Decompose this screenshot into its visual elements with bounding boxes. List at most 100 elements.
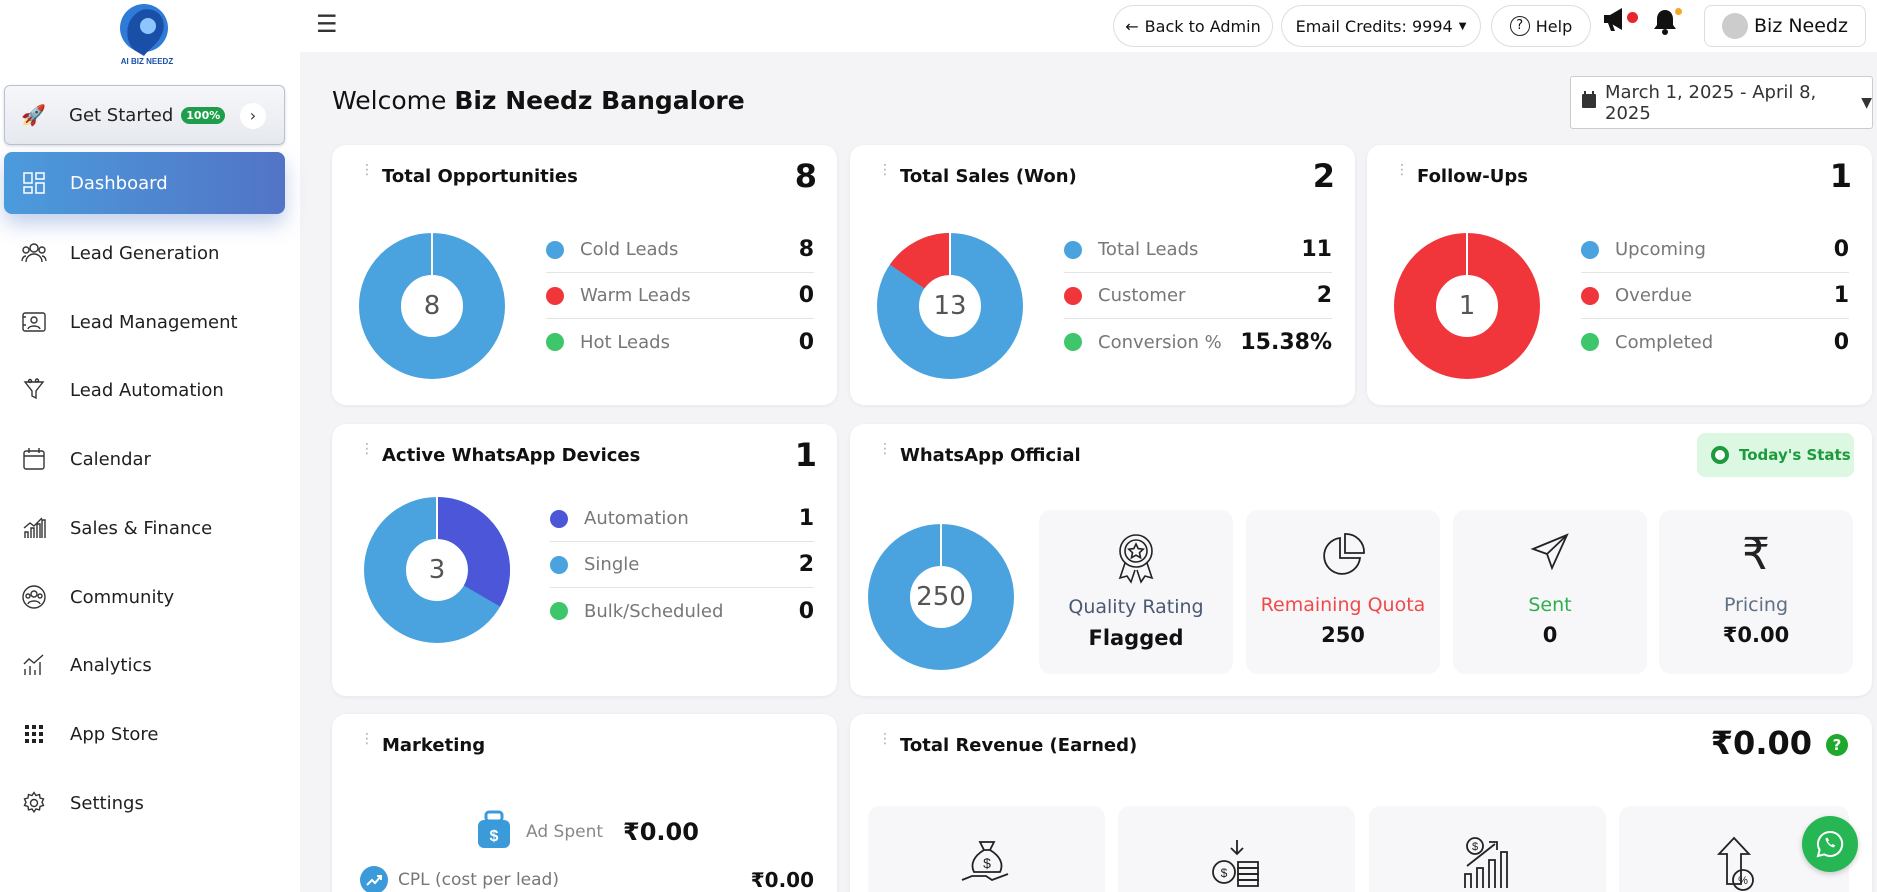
remaining-quota-stat: Remaining Quota 250 [1246, 510, 1440, 674]
legend-value: 1 [798, 506, 814, 531]
app-logo: AI BIZ NEEDZ [120, 4, 174, 66]
hamburger-menu-icon[interactable]: ☰ [316, 10, 338, 38]
sidebar-item-lead-management[interactable]: Lead Management [4, 291, 285, 353]
legend-row: Upcoming 0 [1581, 227, 1849, 273]
email-credits-label: Email Credits: 9994 [1295, 16, 1453, 36]
gear-icon [20, 789, 48, 817]
sidebar-item-label: Community [70, 586, 175, 608]
legend-label: Warm Leads [580, 285, 691, 306]
legend-dot [1581, 333, 1599, 351]
help-button[interactable]: ? Help [1491, 5, 1591, 47]
card-header: ⋮ Marketing [332, 714, 837, 776]
sidebar-item-sales-finance[interactable]: Sales & Finance [4, 497, 285, 559]
legend-value: 0 [1833, 237, 1849, 262]
legend-value: 15.38% [1240, 329, 1332, 355]
legend-label: Upcoming [1615, 239, 1706, 260]
back-to-admin-button[interactable]: ← Back to Admin [1113, 5, 1273, 47]
bar-chart-icon [20, 514, 48, 542]
card-header: ⋮ Total Sales (Won) 2 [850, 145, 1355, 207]
date-range-picker[interactable]: March 1, 2025 - April 8, 2025 ▼ [1570, 76, 1873, 129]
announcement-icon[interactable] [1602, 6, 1638, 36]
sidebar-item-lead-automation[interactable]: Lead Automation [4, 359, 285, 421]
sidebar-item-label: Calendar [70, 448, 151, 470]
legend-label: Hot Leads [580, 331, 670, 353]
legend-row: Cold Leads 8 [546, 227, 814, 273]
money-bag-hand-icon: $ [961, 841, 1009, 882]
legend-dot [546, 286, 564, 305]
sidebar-item-app-store[interactable]: App Store [4, 703, 285, 765]
sidebar-item-analytics[interactable]: Analytics [4, 634, 285, 696]
legend-dot [550, 555, 568, 574]
drag-handle-icon[interactable]: ⋮ [360, 162, 374, 178]
legend-dot [1064, 286, 1082, 305]
ad-spent-label: Ad Spent [526, 822, 604, 842]
legend-row: Completed 0 [1581, 319, 1849, 365]
progress-badge: 100% [181, 106, 226, 124]
drag-handle-icon[interactable]: ⋮ [360, 441, 374, 457]
whatsapp-icon [1816, 830, 1844, 858]
welcome-name: Biz Needz Bangalore [454, 86, 745, 115]
revenue-value: ₹0.00 [1710, 724, 1812, 762]
legend-label: Completed [1615, 331, 1714, 353]
trend-up-icon [360, 866, 388, 892]
legend-label: Automation [584, 508, 689, 529]
drag-handle-icon[interactable]: ⋮ [1395, 162, 1409, 178]
legend-row: Automation 1 [550, 496, 814, 542]
email-credits-dropdown[interactable]: Email Credits: 9994 ▼ [1281, 5, 1481, 47]
legend-label: Single [584, 554, 640, 575]
sidebar-item-lead-generation[interactable]: Lead Generation [4, 222, 285, 284]
legend-row: Conversion % 15.38% [1064, 319, 1332, 365]
legend-dot [546, 240, 564, 259]
todays-stats-button[interactable]: Today's Stats [1697, 433, 1854, 477]
svg-text:$: $ [1221, 866, 1228, 880]
back-to-admin-label: Back to Admin [1144, 16, 1261, 36]
cpl-label: CPL (cost per lead) [398, 870, 559, 890]
donut-center-value: 250 [916, 582, 966, 612]
card-title: Marketing [382, 734, 486, 756]
svg-text:AI BIZ NEEDZ: AI BIZ NEEDZ [121, 57, 174, 66]
legend-label: Customer [1098, 285, 1186, 306]
card-title: Total Opportunities [382, 165, 578, 187]
revenue-stat-box: $ [1369, 806, 1606, 892]
coins-download-icon: $ [1212, 840, 1259, 887]
get-started-button[interactable]: 🚀 Get Started 100% › [4, 85, 285, 145]
drag-handle-icon[interactable]: ⋮ [878, 731, 892, 747]
legend-label: Cold Leads [580, 239, 679, 260]
donut-center-value: 3 [428, 555, 446, 585]
card-title: WhatsApp Official [900, 444, 1081, 466]
whatsapp-devices-donut-chart: 3 [364, 497, 510, 643]
legend-label: Bulk/Scheduled [584, 600, 724, 622]
legend-label: Total Leads [1098, 239, 1199, 260]
help-circle-icon[interactable]: ? [1826, 734, 1848, 756]
chevron-right-icon[interactable]: › [240, 103, 266, 129]
stat-label: Remaining Quota [1260, 594, 1426, 616]
sidebar-item-calendar[interactable]: Calendar [4, 428, 285, 490]
legend-value: 8 [798, 237, 814, 262]
stat-value: 0 [1542, 623, 1558, 647]
legend-label: Conversion % [1098, 331, 1222, 353]
drag-handle-icon[interactable]: ⋮ [360, 731, 374, 747]
legend-dot [1064, 240, 1082, 259]
sidebar-item-dashboard[interactable]: Dashboard [4, 152, 285, 214]
question-circle-icon: ? [1509, 16, 1530, 36]
money-bag-icon: $ [476, 810, 512, 854]
svg-text:$: $ [1472, 841, 1478, 853]
sidebar: AI BIZ NEEDZ 🚀 Get Started 100% › Dashbo… [0, 0, 300, 892]
notification-bell-icon[interactable] [1652, 8, 1682, 38]
whatsapp-chat-button[interactable] [1802, 816, 1858, 872]
grid-icon [20, 720, 48, 748]
card-title: Total Revenue (Earned) [900, 734, 1138, 756]
user-menu[interactable]: Biz Needz [1704, 5, 1866, 47]
card-header: ⋮ Active WhatsApp Devices 1 [332, 424, 837, 486]
sidebar-item-settings[interactable]: Settings [4, 772, 285, 834]
total-opportunities-card: ⋮ Total Opportunities 8 8 Cold Leads 8 W… [332, 145, 837, 405]
calendar-icon [1581, 91, 1597, 114]
funnel-icon [20, 376, 48, 404]
get-started-label: Get Started [69, 104, 174, 126]
donut-center-value: 13 [933, 291, 967, 321]
sidebar-item-community[interactable]: Community [4, 566, 285, 628]
drag-handle-icon[interactable]: ⋮ [878, 441, 892, 457]
stat-label: Quality Rating [1068, 596, 1204, 618]
drag-handle-icon[interactable]: ⋮ [878, 162, 892, 178]
card-title: Follow-Ups [1417, 165, 1528, 187]
